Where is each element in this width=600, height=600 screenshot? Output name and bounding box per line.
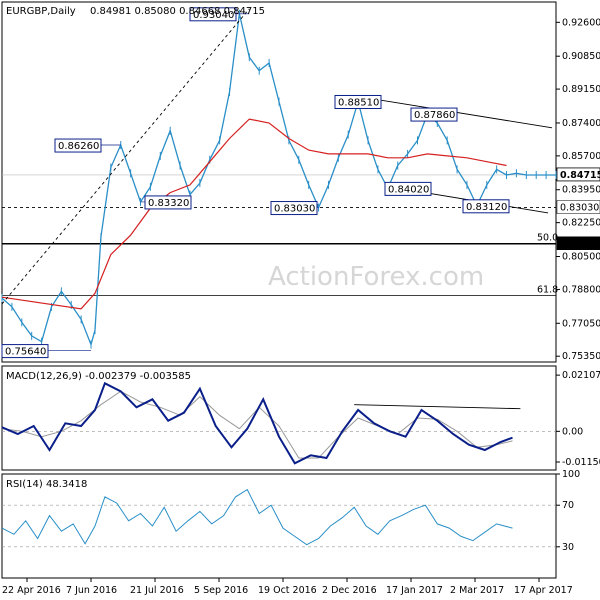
last-price-box — [556, 167, 600, 182]
macd-title: MACD(12,26,9) -0.002379 -0.003585 — [6, 371, 191, 382]
callout-box — [410, 107, 458, 122]
rsi-title: RSI(14) 48.3418 — [6, 479, 87, 490]
callout-box — [189, 7, 237, 22]
callout-label: 0.88510 — [338, 97, 379, 108]
x-tick-label: 5 Sep 2016 — [194, 585, 248, 596]
price-tick-label: 0.89150 — [562, 84, 600, 95]
macd-tick-label: -0.011507 — [562, 457, 600, 468]
uptrend-line — [1, 8, 250, 305]
price-tick-label: 0.82250 — [562, 218, 600, 229]
price-tick-label: 0.77050 — [562, 318, 600, 329]
x-tick-label: 22 Apr 2016 — [2, 585, 61, 596]
callout-label: 0.84020 — [388, 184, 429, 195]
callout-label: 0.75640 — [5, 347, 46, 358]
fib-50-level-box — [556, 236, 600, 250]
callout-box — [54, 138, 102, 153]
price-ohlc: 0.84981 0.85080 0.84668 0.84715 — [90, 6, 265, 17]
macd-tick-label: 0.021074 — [562, 370, 600, 381]
x-tick-label: 2 Dec 2016 — [322, 585, 377, 596]
fib-50-label: 50.0 — [537, 233, 558, 244]
price-tick-label: 0.92600 — [562, 17, 600, 28]
callout-box — [334, 94, 382, 109]
x-tick-label: 7 Jun 2016 — [66, 585, 117, 596]
watermark: ActionForex.com — [268, 262, 484, 292]
callout-label: 0.86260 — [58, 141, 99, 152]
price-tick-label: 0.80500 — [562, 252, 600, 263]
price-tick-label: 0.87400 — [562, 118, 600, 129]
support-level-box — [556, 200, 600, 214]
price-tick-label: 0.83950 — [562, 185, 600, 196]
callout-label: 0.83120 — [466, 202, 507, 213]
last-price-label: 0.84715 — [560, 170, 600, 181]
moving-average-line — [1, 118, 507, 310]
x-tick-label: 2 Mar 2017 — [450, 585, 504, 596]
rsi-tick-label: 30 — [562, 542, 574, 553]
callout-label: 0.83320 — [148, 198, 189, 209]
macd-trend-line — [354, 404, 521, 410]
support-level-label: 0.83030 — [560, 203, 599, 214]
macd-tick-label: 0.00 — [562, 426, 583, 437]
x-tick-label: 19 Oct 2016 — [258, 585, 317, 596]
rsi-tick-label: 100 — [562, 469, 580, 480]
macd-panel-frame — [1, 365, 557, 471]
price-tick-label: 0.90850 — [562, 51, 600, 62]
callout-box — [462, 199, 510, 214]
fib-50-level-label: 0.81160 — [560, 239, 599, 250]
price-tick-label: 0.85700 — [562, 151, 600, 162]
callout-label: 0.83030 — [274, 204, 315, 215]
fib-61-label: 61.8 — [537, 285, 558, 296]
rsi-line — [1, 488, 513, 546]
macd-line — [1, 381, 513, 465]
price-tick-label: 0.78800 — [562, 284, 600, 295]
callout-label: 0.93040 — [193, 10, 234, 21]
rsi-tick-label: 70 — [562, 500, 574, 511]
callout-box — [384, 181, 432, 196]
x-tick-label: 17 Jan 2017 — [386, 585, 443, 596]
x-tick-label: 21 Jul 2016 — [130, 585, 184, 596]
callout-label: 0.87860 — [414, 110, 455, 121]
price-chart-title: EURGBP,Daily — [6, 6, 76, 17]
price-series-line — [1, 13, 556, 347]
price-tick-label: 0.75350 — [562, 351, 600, 362]
x-tick-label: 17 Apr 2017 — [514, 585, 573, 596]
callout-box — [270, 201, 318, 216]
callout-box — [1, 344, 49, 359]
price-panel-frame — [1, 1, 557, 363]
callout-box — [144, 195, 192, 210]
